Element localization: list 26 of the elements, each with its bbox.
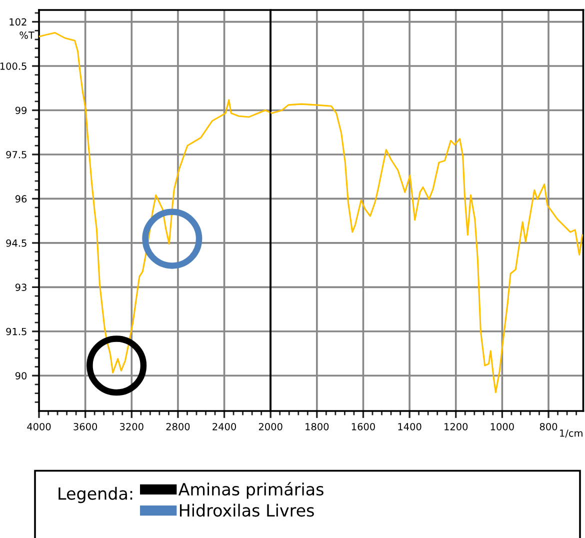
- x-tick-label: 3600: [74, 422, 98, 430]
- x-tick-label: 800: [540, 422, 558, 430]
- x-tick-label: 2800: [166, 422, 190, 430]
- x-tick-label: 2400: [212, 422, 236, 430]
- x-tick-label: 4000: [27, 422, 51, 430]
- x-tick-label: 1800: [306, 422, 329, 430]
- y-tick-label: 96: [15, 195, 27, 203]
- x-tick-label: 1400: [398, 422, 422, 430]
- y-tick-label: 100.5: [0, 62, 26, 70]
- y-tick-label: 91.5: [6, 328, 26, 336]
- legend-label: Aminas primárias: [178, 482, 324, 499]
- x-tick-label: 1200: [444, 422, 468, 430]
- x-tick-label: 1600: [352, 422, 375, 430]
- y-tick-label: 102: [10, 18, 26, 26]
- legend-label: Hidroxilas Livres: [180, 504, 314, 517]
- y-axis-title: %T: [20, 32, 34, 39]
- y-tick-label: 94.5: [6, 239, 26, 247]
- x-axis-title: 1/cm: [560, 430, 582, 438]
- y-tick-label: 93: [15, 284, 26, 291]
- x-tick-label: 3200: [120, 422, 144, 430]
- x-tick-label: 1000: [490, 422, 514, 430]
- x-tick-label: 2000: [258, 422, 282, 430]
- y-tick-label: 99: [15, 106, 27, 114]
- y-tick-label: 90: [15, 372, 27, 380]
- legend-title: Legenda:: [58, 486, 132, 504]
- y-tick-label: 97.5: [6, 150, 26, 158]
